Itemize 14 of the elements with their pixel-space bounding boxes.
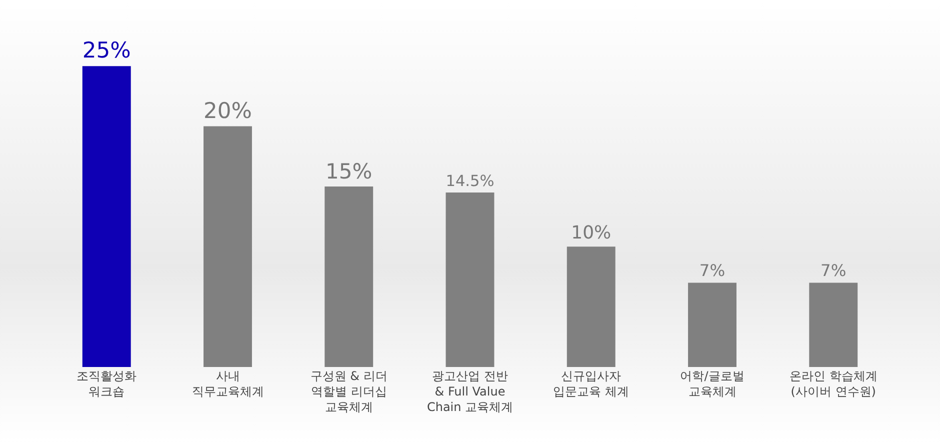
data-label: 14.5% [446, 172, 494, 190]
x-tick-label: 구성원 & 리더 역할별 리더십 교육체계 [310, 369, 388, 414]
data-label: 7% [699, 260, 726, 280]
x-tick-label: 온라인 학습체계 (사이버 연수원) [789, 369, 878, 399]
x-tick-label: 신규입사자 입문교육 체계 [553, 369, 630, 399]
data-label: 15% [326, 159, 372, 184]
x-tick-label: 광고산업 전반 & Full Value Chain 교육체계 [426, 369, 514, 414]
x-tick-label: 사내 직무교육체계 [192, 369, 264, 399]
data-label: 25% [82, 38, 131, 64]
data-label: 7% [820, 260, 846, 280]
data-label: 20% [204, 98, 252, 124]
x-tick-label: 어학/글로벌 교육체계 [680, 369, 744, 399]
x-tick-label: 조직활성화 워크숍 [76, 369, 137, 399]
data-label: 10% [571, 222, 612, 244]
